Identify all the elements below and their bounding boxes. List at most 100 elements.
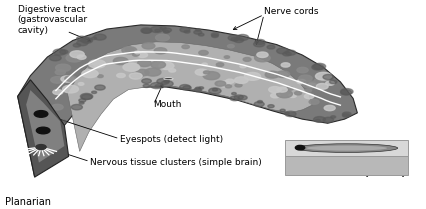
Circle shape bbox=[180, 27, 190, 32]
Circle shape bbox=[245, 73, 261, 80]
Circle shape bbox=[224, 56, 230, 58]
Circle shape bbox=[215, 81, 226, 86]
Circle shape bbox=[194, 88, 201, 92]
Circle shape bbox=[234, 95, 243, 99]
Circle shape bbox=[164, 30, 170, 33]
Polygon shape bbox=[285, 140, 409, 156]
Polygon shape bbox=[17, 80, 69, 177]
Circle shape bbox=[225, 85, 232, 88]
Circle shape bbox=[155, 85, 160, 87]
Circle shape bbox=[269, 87, 281, 93]
Circle shape bbox=[131, 72, 143, 78]
Circle shape bbox=[294, 92, 302, 95]
Circle shape bbox=[323, 117, 334, 122]
Circle shape bbox=[55, 70, 65, 75]
Ellipse shape bbox=[296, 144, 398, 152]
Circle shape bbox=[199, 87, 204, 89]
Circle shape bbox=[159, 62, 174, 69]
Circle shape bbox=[130, 73, 142, 79]
Circle shape bbox=[211, 33, 219, 36]
Circle shape bbox=[125, 48, 134, 52]
Circle shape bbox=[196, 87, 201, 90]
Circle shape bbox=[226, 79, 234, 83]
Circle shape bbox=[295, 145, 305, 150]
Text: Nerve cords: Nerve cords bbox=[264, 7, 319, 16]
Circle shape bbox=[183, 86, 191, 90]
Circle shape bbox=[297, 79, 306, 84]
Circle shape bbox=[265, 71, 279, 78]
Circle shape bbox=[57, 126, 62, 129]
Circle shape bbox=[66, 54, 83, 62]
Circle shape bbox=[304, 94, 314, 99]
Circle shape bbox=[135, 51, 140, 54]
Circle shape bbox=[52, 104, 63, 110]
Circle shape bbox=[232, 93, 236, 95]
Circle shape bbox=[230, 96, 239, 101]
Circle shape bbox=[164, 80, 169, 83]
Circle shape bbox=[216, 63, 224, 66]
Circle shape bbox=[280, 109, 285, 112]
Circle shape bbox=[82, 70, 98, 78]
Circle shape bbox=[142, 79, 151, 83]
Text: Eyespots (detect light): Eyespots (detect light) bbox=[120, 135, 223, 144]
Circle shape bbox=[155, 34, 170, 41]
Circle shape bbox=[299, 75, 312, 82]
Circle shape bbox=[343, 112, 351, 116]
Circle shape bbox=[289, 94, 296, 97]
Circle shape bbox=[196, 29, 200, 31]
Circle shape bbox=[150, 26, 163, 33]
Circle shape bbox=[61, 120, 66, 123]
Circle shape bbox=[51, 77, 64, 83]
Circle shape bbox=[51, 135, 60, 140]
Circle shape bbox=[204, 71, 210, 74]
Circle shape bbox=[323, 74, 334, 80]
Circle shape bbox=[161, 81, 173, 87]
Circle shape bbox=[309, 99, 319, 104]
Circle shape bbox=[267, 45, 275, 49]
Circle shape bbox=[218, 81, 230, 87]
Circle shape bbox=[277, 87, 287, 92]
Circle shape bbox=[141, 28, 152, 33]
Circle shape bbox=[258, 101, 262, 103]
Circle shape bbox=[276, 71, 290, 78]
Circle shape bbox=[312, 64, 324, 70]
Polygon shape bbox=[285, 156, 409, 175]
Text: Bilateral symmetry: Bilateral symmetry bbox=[320, 168, 407, 177]
Circle shape bbox=[199, 33, 204, 36]
Circle shape bbox=[63, 85, 78, 93]
Circle shape bbox=[92, 37, 97, 40]
Circle shape bbox=[123, 63, 140, 71]
Circle shape bbox=[145, 68, 161, 76]
Circle shape bbox=[316, 84, 328, 89]
Circle shape bbox=[53, 90, 63, 94]
Circle shape bbox=[235, 77, 248, 83]
Circle shape bbox=[315, 119, 320, 122]
Circle shape bbox=[297, 67, 308, 73]
Circle shape bbox=[329, 80, 337, 84]
Circle shape bbox=[240, 65, 246, 68]
Circle shape bbox=[202, 63, 207, 66]
Circle shape bbox=[88, 65, 93, 68]
Circle shape bbox=[234, 38, 244, 43]
Circle shape bbox=[209, 88, 221, 94]
Circle shape bbox=[61, 76, 74, 82]
Circle shape bbox=[34, 111, 48, 117]
Circle shape bbox=[79, 99, 86, 102]
Circle shape bbox=[341, 90, 351, 95]
Circle shape bbox=[281, 63, 290, 67]
Circle shape bbox=[163, 28, 171, 32]
Circle shape bbox=[324, 105, 335, 111]
Circle shape bbox=[331, 116, 336, 118]
Circle shape bbox=[340, 89, 353, 95]
Text: Planarian: Planarian bbox=[5, 197, 51, 207]
Circle shape bbox=[143, 84, 150, 88]
Circle shape bbox=[136, 69, 149, 76]
Circle shape bbox=[314, 63, 325, 69]
Circle shape bbox=[283, 52, 291, 56]
Circle shape bbox=[243, 57, 251, 61]
Circle shape bbox=[236, 34, 249, 40]
Circle shape bbox=[81, 93, 93, 99]
Circle shape bbox=[95, 85, 105, 90]
Circle shape bbox=[235, 84, 242, 87]
Circle shape bbox=[268, 105, 274, 108]
